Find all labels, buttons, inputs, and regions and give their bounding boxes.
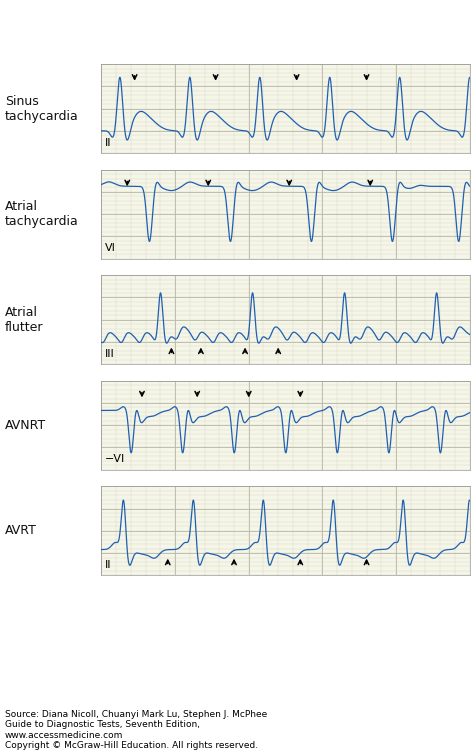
Text: Source: Diana Nicoll, Chuanyi Mark Lu, Stephen J. McPhee
Guide to Diagnostic Tes: Source: Diana Nicoll, Chuanyi Mark Lu, S…	[5, 710, 267, 750]
Text: AVRT: AVRT	[5, 524, 37, 538]
Text: Atrial
flutter: Atrial flutter	[5, 305, 43, 334]
Text: III: III	[104, 349, 114, 359]
Text: II: II	[104, 138, 111, 148]
Text: VI: VI	[104, 244, 115, 253]
Text: −VI: −VI	[104, 455, 125, 464]
Text: Atrial
tachycardia: Atrial tachycardia	[5, 200, 78, 228]
Text: II: II	[104, 560, 111, 570]
Text: Sinus
tachycardia: Sinus tachycardia	[5, 94, 78, 123]
Text: AVNRT: AVNRT	[5, 418, 46, 432]
